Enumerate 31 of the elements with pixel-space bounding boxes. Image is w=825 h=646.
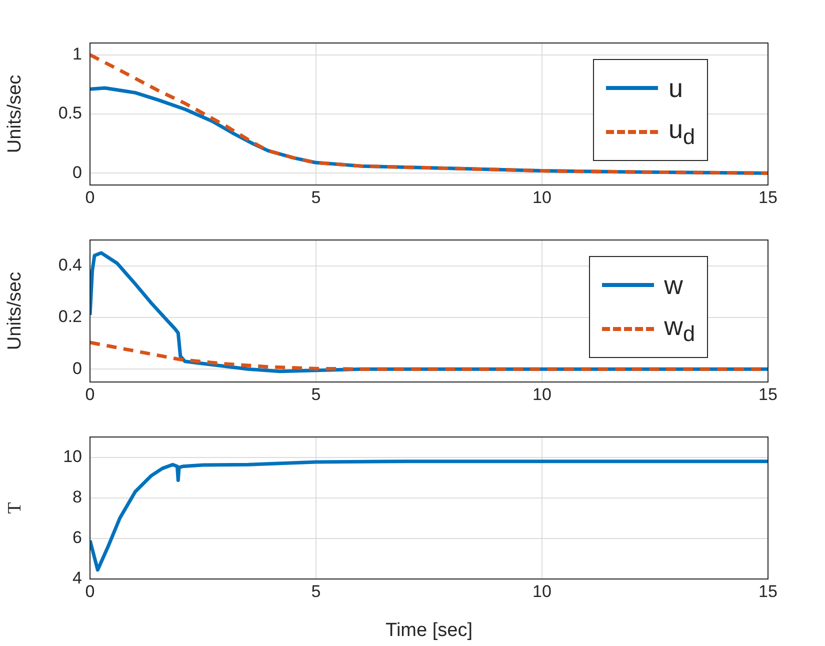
- y-axis-title: Units/sec: [4, 74, 26, 154]
- y-tick-label: 0: [72, 358, 82, 378]
- y-tick-label: 0.5: [58, 104, 82, 123]
- x-tick-label: 10: [532, 582, 552, 601]
- x-tick-label: 5: [311, 582, 321, 601]
- x-tick-label: 5: [311, 188, 321, 207]
- x-tick-label: 10: [532, 188, 552, 207]
- x-tick-label: 15: [758, 582, 778, 601]
- legend-label: u: [668, 72, 683, 104]
- x-tick-label: 10: [532, 384, 552, 404]
- y-tick-label: 8: [72, 488, 82, 507]
- y-tick-label: 0.2: [58, 307, 82, 326]
- y-tick-label: 0: [72, 162, 82, 182]
- y-axis-title: T: [4, 502, 26, 514]
- y-tick-label: 0.4: [58, 256, 82, 275]
- y-tick-label: 10: [63, 446, 82, 466]
- x-tick-label: 0: [85, 384, 95, 404]
- x-tick-label: 15: [758, 188, 778, 207]
- y-tick-label: 4: [72, 568, 82, 588]
- line-series: [90, 53, 768, 175]
- x-tick-label: 0: [85, 582, 95, 601]
- x-axis-title: Time [sec]: [386, 620, 472, 641]
- x-tick-label: 5: [311, 384, 321, 404]
- y-tick-label: 6: [72, 528, 82, 548]
- x-tick-label: 0: [85, 188, 95, 207]
- y-axis-title: Units/sec: [4, 272, 26, 350]
- x-tick-label: 15: [758, 384, 778, 404]
- legend-label: u$_{d}$: [668, 114, 695, 150]
- y-tick-label: 1: [72, 44, 82, 64]
- legend-label: w$_{d}$: [664, 310, 695, 348]
- legend-label: w: [664, 270, 683, 300]
